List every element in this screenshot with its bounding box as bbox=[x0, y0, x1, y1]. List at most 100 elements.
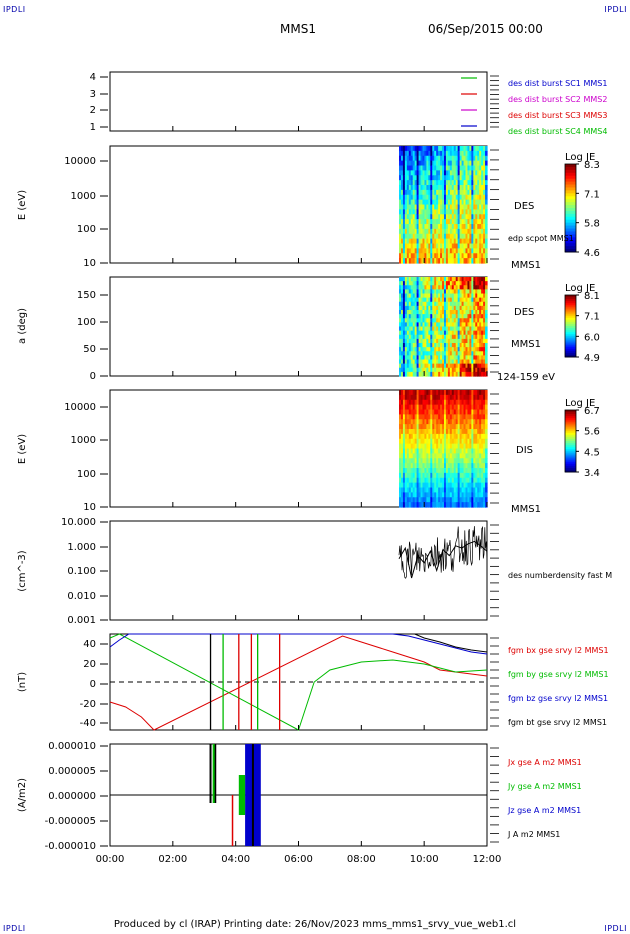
heatmap-cell bbox=[447, 219, 451, 225]
heatmap-cell bbox=[451, 448, 455, 454]
heatmap-cell bbox=[449, 258, 453, 264]
heatmap-cell bbox=[434, 180, 437, 186]
heatmap-cell bbox=[402, 492, 406, 498]
heatmap-cell bbox=[449, 334, 453, 340]
heatmap-cell bbox=[406, 199, 410, 206]
heatmap-cell bbox=[422, 334, 426, 340]
heatmap-cell bbox=[455, 314, 459, 319]
heatmap-cell bbox=[479, 390, 482, 396]
heatmap-cell bbox=[447, 355, 451, 361]
heatmap-cell bbox=[432, 419, 435, 425]
heatmap-cell bbox=[473, 228, 476, 235]
heatmap-cell bbox=[416, 482, 420, 489]
heatmap-cell bbox=[461, 363, 465, 369]
heatmap-cell bbox=[447, 463, 451, 469]
heatmap-cell bbox=[410, 443, 414, 450]
heatmap-cell bbox=[434, 253, 437, 259]
heatmap-cell bbox=[400, 281, 404, 286]
heatmap-cell bbox=[485, 477, 488, 484]
heatmap-cell bbox=[477, 253, 480, 259]
heatmap-cell bbox=[424, 297, 428, 303]
heatmap-cell bbox=[473, 458, 476, 464]
heatmap-cell bbox=[408, 243, 412, 249]
heatmap-cell bbox=[481, 297, 484, 303]
heatmap-cell bbox=[461, 443, 465, 450]
heatmap-cell bbox=[479, 409, 482, 415]
heatmap-cell bbox=[430, 301, 433, 307]
heatmap-cell bbox=[402, 404, 406, 411]
heatmap-cell bbox=[406, 453, 410, 459]
heatmap-cell bbox=[477, 175, 480, 181]
heatmap-cell bbox=[443, 310, 447, 315]
heatmap-cell bbox=[432, 146, 435, 152]
heatmap-cell bbox=[424, 458, 428, 464]
heatmap-cell bbox=[436, 219, 439, 225]
heatmap-cell bbox=[471, 155, 474, 162]
heatmap-cell bbox=[447, 238, 451, 245]
heatmap-cell bbox=[414, 281, 418, 286]
heatmap-cell bbox=[485, 297, 488, 303]
heatmap-cell bbox=[479, 326, 482, 332]
heatmap-cell bbox=[473, 414, 476, 420]
heatmap-cell bbox=[422, 165, 426, 171]
heatmap-cell bbox=[473, 224, 476, 230]
heatmap-cell bbox=[473, 189, 476, 196]
heatmap-cell bbox=[426, 285, 429, 290]
heatmap-cell bbox=[436, 468, 439, 474]
heatmap-cell bbox=[428, 367, 431, 373]
heatmap-cell bbox=[440, 359, 443, 365]
heatmap-cell bbox=[451, 322, 455, 328]
heatmap-cell bbox=[408, 443, 412, 450]
heatmap-cell bbox=[443, 199, 447, 206]
heatmap-cell bbox=[455, 355, 459, 361]
heatmap-cell bbox=[449, 238, 453, 245]
heatmap-cell bbox=[455, 243, 459, 249]
heatmap-cell bbox=[404, 238, 408, 245]
heatmap-cell bbox=[430, 409, 433, 415]
heatmap-cell bbox=[479, 209, 482, 215]
heatmap-cell bbox=[402, 314, 406, 319]
heatmap-cell bbox=[438, 219, 441, 225]
heatmap-cell bbox=[424, 338, 428, 344]
heatmap-cell bbox=[483, 243, 486, 249]
heatmap-cell bbox=[477, 258, 480, 264]
heatmap-cell bbox=[451, 463, 455, 469]
heatmap-cell bbox=[483, 433, 486, 440]
heatmap-cell bbox=[445, 277, 449, 282]
heatmap-cell bbox=[443, 448, 447, 454]
heatmap-cell bbox=[434, 347, 437, 352]
colorbar-segment bbox=[565, 441, 576, 444]
heatmap-cell bbox=[451, 497, 455, 503]
heatmap-cell bbox=[424, 414, 428, 420]
heatmap-cell bbox=[459, 199, 463, 206]
heatmap-cell bbox=[443, 492, 447, 498]
heatmap-cell bbox=[473, 175, 476, 181]
heatmap-cell bbox=[457, 394, 461, 401]
heatmap-cell bbox=[483, 170, 486, 176]
heatmap-cell bbox=[406, 394, 410, 401]
heatmap-cell bbox=[445, 293, 449, 299]
heatmap-cell bbox=[475, 209, 478, 215]
colorbar-segment bbox=[565, 350, 576, 354]
heatmap-cell bbox=[434, 367, 437, 373]
heatmap-cell bbox=[399, 281, 402, 286]
heatmap-cell bbox=[412, 414, 416, 420]
heatmap-cell bbox=[445, 238, 449, 245]
heatmap-cell bbox=[430, 170, 433, 176]
heatmap-cell bbox=[467, 318, 471, 323]
heatmap-cell bbox=[414, 322, 418, 328]
heatmap-cell bbox=[469, 194, 472, 201]
heatmap-cell bbox=[416, 185, 420, 191]
heatmap-cell bbox=[457, 199, 461, 206]
heatmap-cell bbox=[430, 363, 433, 369]
heatmap-cell bbox=[440, 482, 443, 489]
heatmap-cell bbox=[418, 502, 422, 508]
heatmap-cell bbox=[422, 390, 426, 396]
colorbar-segment bbox=[565, 432, 576, 436]
heatmap-cell bbox=[436, 433, 439, 440]
heatmap-cell bbox=[463, 322, 467, 328]
heatmap-cell bbox=[410, 258, 414, 264]
heatmap-cell bbox=[467, 502, 471, 508]
heatmap-cell bbox=[436, 497, 439, 503]
heatmap-cell bbox=[449, 326, 453, 332]
